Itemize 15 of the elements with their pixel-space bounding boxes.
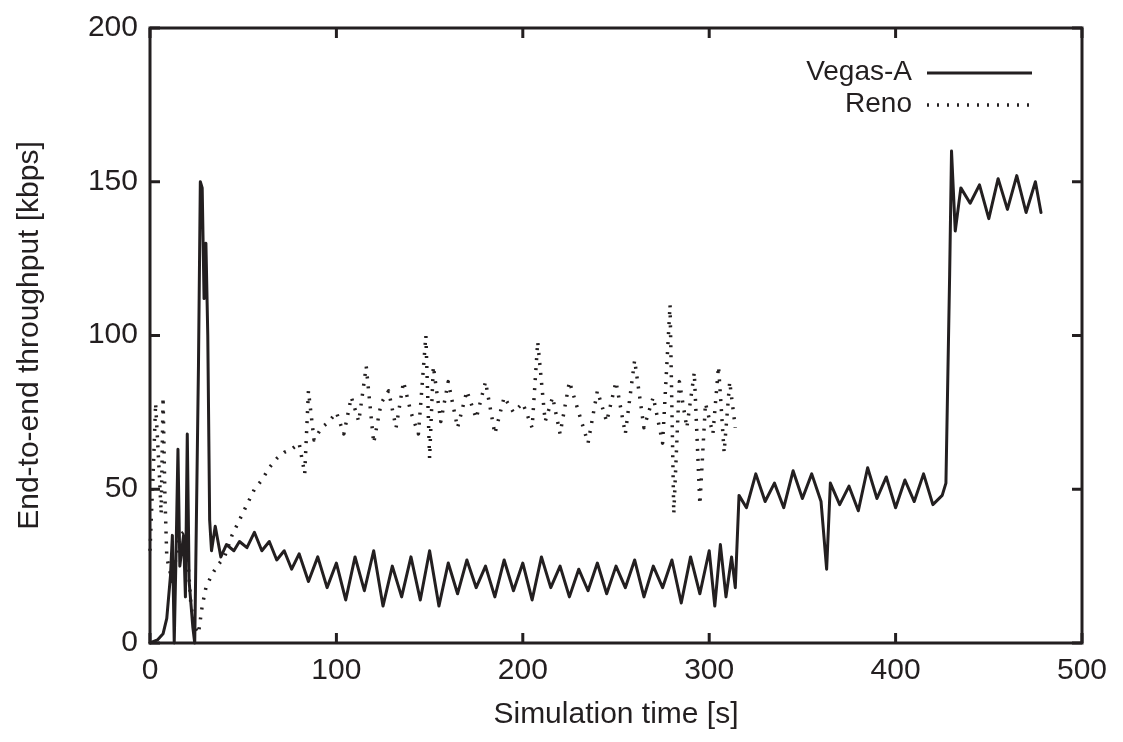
legend-label: Reno (845, 87, 912, 119)
x-tick-label: 100 (311, 652, 362, 685)
x-tick-label: 300 (684, 652, 735, 685)
x-tick-label: 0 (141, 652, 159, 685)
legend-label: Vegas-A (806, 55, 913, 87)
x-tick-label: 200 (497, 652, 548, 685)
x-axis-title: Simulation time [s] (493, 696, 739, 729)
x-tick-label: 400 (870, 652, 921, 685)
y-tick-label: 150 (87, 162, 138, 196)
y-tick-label: 200 (87, 8, 138, 42)
x-tick-label: 500 (1056, 652, 1108, 685)
y-axis-title: End-to-end throughput [kbps] (11, 141, 44, 530)
y-tick-label: 100 (87, 316, 138, 350)
y-tick-label: 0 (121, 623, 138, 657)
y-tick-label: 50 (104, 470, 138, 504)
